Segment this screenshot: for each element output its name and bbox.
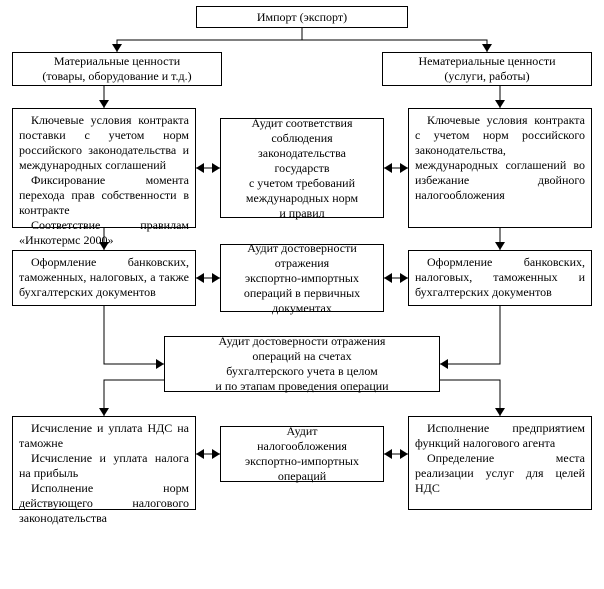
node-r1: Ключевые условия контракта с учетом норм…: [408, 108, 592, 228]
edge-10: [104, 306, 164, 364]
node-root: Импорт (экспорт): [196, 6, 408, 28]
edge-0: [117, 28, 302, 52]
node-c3: Аудит достоверности отраженияопераций на…: [164, 336, 440, 392]
node-nem: Нематериальные ценности(услуги, работы): [382, 52, 592, 86]
node-l1: Ключевые условия контракта поставки с уч…: [12, 108, 196, 228]
node-c2: Аудит достоверностиотраженияэкспортно-им…: [220, 244, 384, 312]
node-l2: Оформление банковских, таможенных, налог…: [12, 250, 196, 306]
node-c4: Аудитналогообложенияэкспортно-импортныхо…: [220, 426, 384, 482]
node-r4: Исполнение предприятием функций налогово…: [408, 416, 592, 510]
edge-1: [302, 28, 487, 52]
edge-11: [440, 306, 500, 364]
edge-13: [440, 380, 500, 416]
node-r2: Оформление банковских, налоговых, таможе…: [408, 250, 592, 306]
node-l4: Исчисление и уплата НДС на таможнеИсчисл…: [12, 416, 196, 510]
node-mat: Материальные ценности(товары, оборудован…: [12, 52, 222, 86]
node-c1: Аудит соответствиясоблюдениязаконодатель…: [220, 118, 384, 218]
edge-12: [104, 380, 164, 416]
